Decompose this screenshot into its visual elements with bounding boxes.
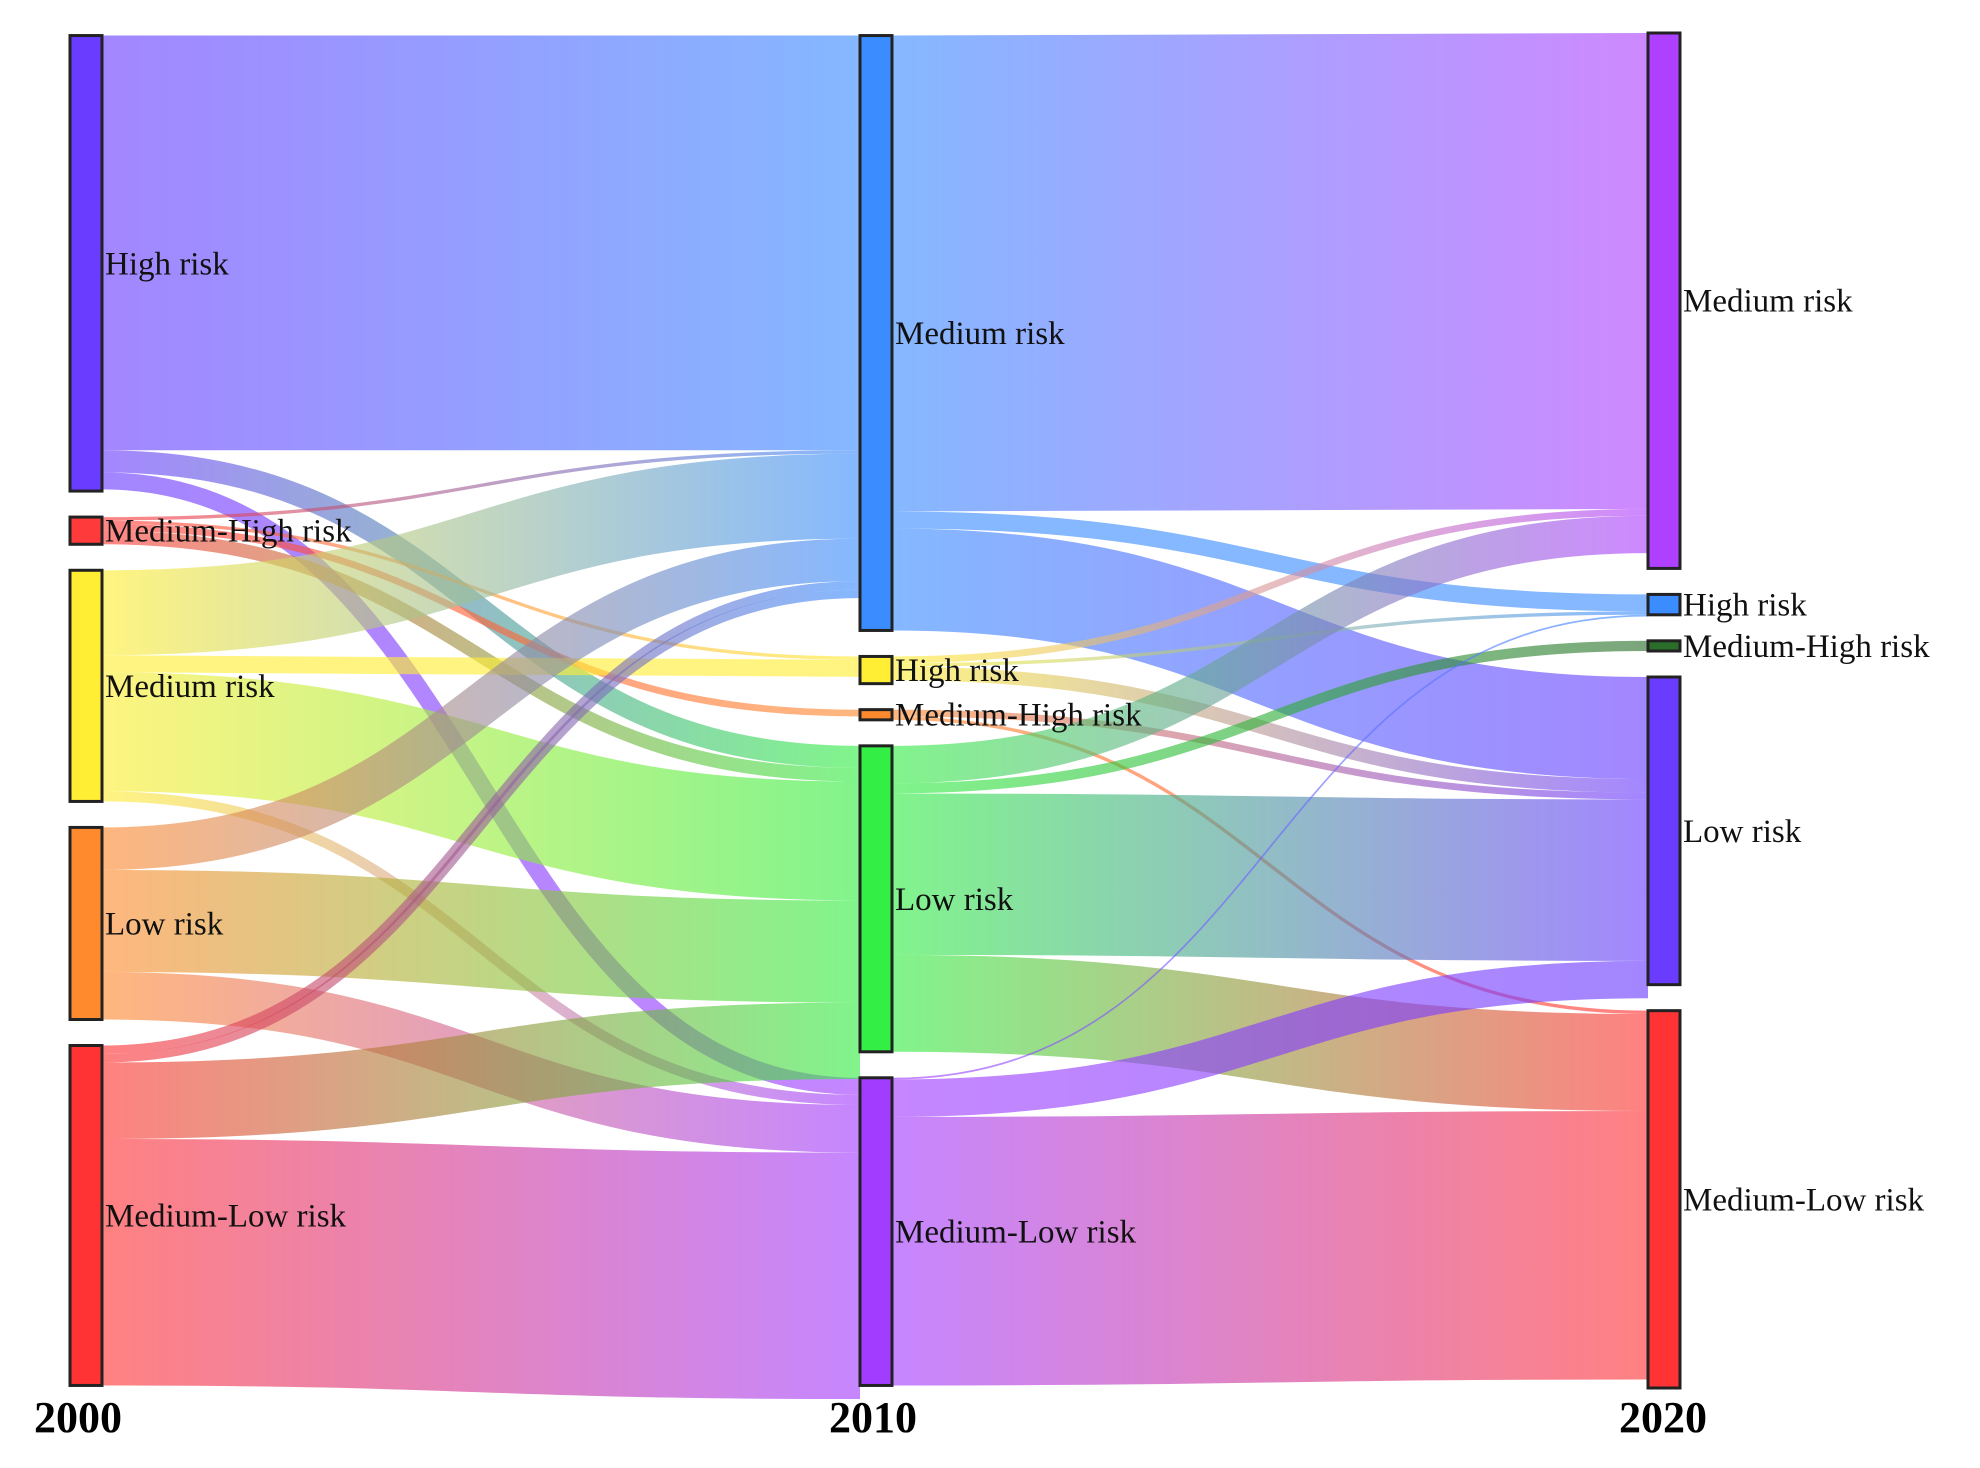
node-bar-c_low xyxy=(1646,675,1682,987)
node-bar-c_high xyxy=(1646,592,1682,617)
node-label-a_ml: Medium-Low risk xyxy=(105,1198,347,1234)
node-label-c_mh: Medium-High risk xyxy=(1683,629,1930,665)
year-label-2010: 2010 xyxy=(829,1393,917,1442)
flow-link-a_med-to-b_high xyxy=(101,655,861,677)
node-bar-a_med xyxy=(68,568,104,803)
node-bar-a_high xyxy=(68,34,104,493)
node-label-a_mh: Medium-High risk xyxy=(105,514,352,550)
flow-link-b_low-to-c_mh xyxy=(891,640,1649,794)
node-label-b_mh: Medium-High risk xyxy=(895,698,1142,734)
link-layer xyxy=(101,33,1649,1400)
flow-link-a_med-to-b_med xyxy=(101,453,861,656)
flow-link-a_mh-to-b_low xyxy=(101,530,861,782)
flow-link-b_high-to-c_low xyxy=(891,666,1649,793)
node-label-c_med: Medium risk xyxy=(1683,284,1853,320)
flow-link-a_ml-to-b_med xyxy=(101,581,861,1054)
flow-link-a_ml-to-b_med xyxy=(101,589,861,1063)
node-bar-a_ml xyxy=(68,1044,104,1387)
year-label-2000: 2000 xyxy=(34,1393,122,1442)
label-layer: High risk Medium-High risk Medium risk Low … xyxy=(105,246,1930,1250)
node-bar-b_high xyxy=(858,654,894,686)
flow-link-b_ml-to-c_high xyxy=(891,614,1649,1080)
node-layer xyxy=(68,31,1682,1390)
node-label-a_low: Low risk xyxy=(105,906,224,942)
node-bar-b_low xyxy=(858,744,894,1054)
node-label-b_med: Medium risk xyxy=(895,316,1065,352)
node-label-b_low: Low risk xyxy=(895,882,1014,918)
node-label-c_high: High risk xyxy=(1683,588,1807,624)
node-label-b_ml: Medium-Low risk xyxy=(895,1215,1137,1251)
node-bar-c_ml xyxy=(1646,1009,1682,1390)
flow-link-b_med-to-c_med xyxy=(891,33,1649,512)
flow-link-b_ml-to-c_low xyxy=(891,960,1649,1117)
node-bar-b_med xyxy=(858,34,894,632)
year-label-2020: 2020 xyxy=(1619,1393,1707,1442)
node-bar-c_med xyxy=(1646,31,1682,570)
node-bar-a_mh xyxy=(68,515,104,546)
node-bar-c_mh xyxy=(1646,639,1682,653)
node-label-c_ml: Medium-Low risk xyxy=(1683,1182,1925,1218)
year-axis: 2000 2010 2020 xyxy=(34,1393,1707,1442)
flow-link-a_low-to-b_low xyxy=(101,869,861,1003)
flow-link-b_ml-to-c_ml xyxy=(891,1110,1649,1386)
flow-link-a_ml-to-b_low xyxy=(101,1002,861,1139)
flow-link-a_mh-to-b_med xyxy=(101,450,861,521)
node-label-a_high: High risk xyxy=(105,246,229,282)
node-label-b_high: High risk xyxy=(895,653,1019,689)
flow-link-b_low-to-c_med xyxy=(891,515,1649,784)
flow-link-a_med-to-b_low xyxy=(101,672,861,901)
flow-link-b_mh-to-c_low xyxy=(891,709,1649,800)
flow-link-a_low-to-b_med xyxy=(101,538,861,870)
flow-link-a_mh-to-b_mh xyxy=(101,523,861,717)
node-label-a_med: Medium risk xyxy=(105,669,275,705)
flow-link-b_high-to-c_med xyxy=(891,508,1649,664)
flow-link-b_low-to-c_low xyxy=(891,793,1649,961)
node-label-c_low: Low risk xyxy=(1683,814,1802,850)
node-bar-b_mh xyxy=(858,708,894,722)
flow-link-a_ml-to-b_ml xyxy=(101,1138,861,1400)
flow-link-b_med-to-c_high xyxy=(891,511,1649,612)
node-bar-a_low xyxy=(68,825,104,1022)
node-bar-b_ml xyxy=(858,1076,894,1387)
flow-link-a_high-to-b_low xyxy=(101,450,861,768)
